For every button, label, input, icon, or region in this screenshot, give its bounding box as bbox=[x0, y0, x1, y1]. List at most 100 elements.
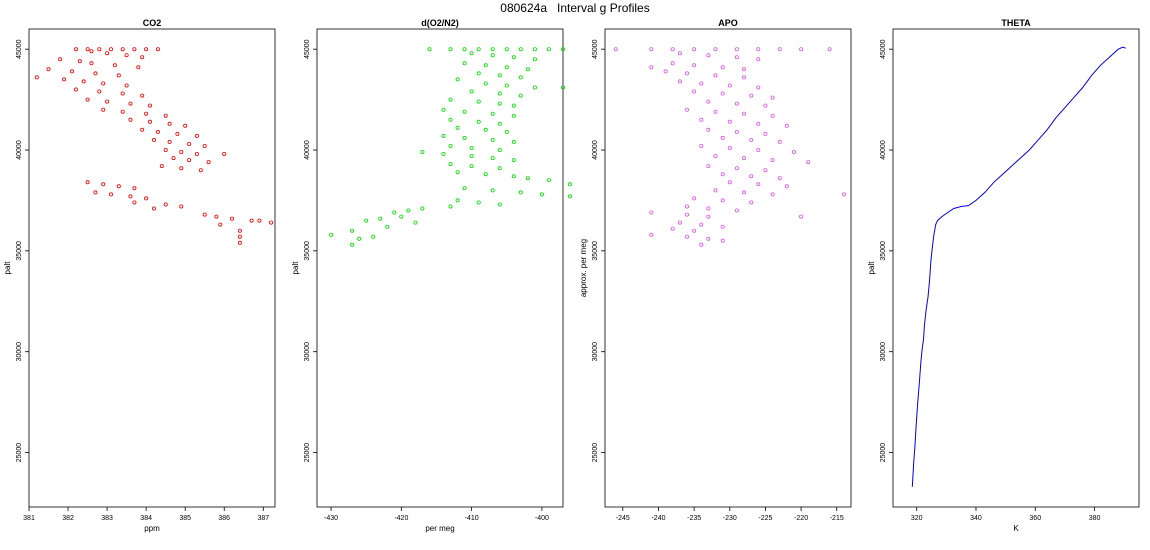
data-point bbox=[770, 95, 775, 100]
data-point bbox=[518, 75, 523, 80]
data-point bbox=[237, 228, 242, 233]
x-axis-label: K bbox=[1013, 524, 1019, 533]
series-line bbox=[911, 46, 1126, 487]
data-point bbox=[706, 127, 711, 132]
x-tick-label: -420 bbox=[394, 515, 408, 522]
data-point bbox=[222, 151, 227, 156]
data-point bbox=[699, 222, 704, 227]
data-point bbox=[120, 109, 125, 114]
chart-title: APO bbox=[718, 18, 738, 28]
x-tick-label: 360 bbox=[1029, 515, 1041, 522]
data-point bbox=[511, 174, 516, 179]
data-point bbox=[124, 53, 129, 58]
data-point bbox=[155, 47, 160, 52]
data-point bbox=[720, 238, 725, 243]
data-point bbox=[749, 137, 754, 142]
data-point bbox=[455, 125, 460, 130]
data-point bbox=[497, 101, 502, 106]
data-point bbox=[462, 61, 467, 66]
data-point bbox=[756, 121, 761, 126]
data-point bbox=[109, 192, 114, 197]
data-point bbox=[62, 77, 67, 82]
chart-panel-1: CO2 381 382 383 384 385 386 387 25000 30000 35000 4… bbox=[3, 18, 276, 533]
data-point bbox=[427, 47, 432, 52]
x-tick-label: 380 bbox=[1089, 515, 1101, 522]
data-point bbox=[89, 49, 94, 54]
x-tick-label: 387 bbox=[257, 515, 269, 522]
data-point bbox=[151, 137, 156, 142]
data-point bbox=[183, 123, 188, 128]
data-point bbox=[756, 85, 761, 90]
data-point bbox=[97, 47, 102, 52]
data-point bbox=[46, 67, 51, 72]
data-point bbox=[364, 218, 369, 223]
data-point bbox=[525, 67, 530, 72]
data-point bbox=[483, 127, 488, 132]
data-point bbox=[742, 111, 747, 116]
data-point bbox=[490, 156, 495, 161]
data-point bbox=[476, 119, 481, 124]
data-point bbox=[663, 69, 668, 74]
data-point bbox=[511, 139, 516, 144]
data-point bbox=[756, 147, 761, 152]
data-point bbox=[120, 91, 125, 96]
data-point bbox=[128, 117, 133, 122]
data-point bbox=[441, 107, 446, 112]
data-point bbox=[73, 47, 78, 52]
data-point bbox=[841, 192, 846, 197]
data-point bbox=[511, 55, 516, 60]
data-point bbox=[101, 107, 106, 112]
data-point bbox=[749, 174, 754, 179]
data-point bbox=[70, 69, 75, 74]
data-point bbox=[532, 47, 537, 52]
data-point bbox=[692, 228, 697, 233]
x-tick-label: 382 bbox=[62, 515, 74, 522]
data-point bbox=[720, 91, 725, 96]
data-point bbox=[448, 117, 453, 122]
data-point bbox=[699, 117, 704, 122]
data-point bbox=[699, 143, 704, 148]
y-tick-label: 35000 bbox=[880, 241, 887, 261]
x-tick-label: -240 bbox=[651, 515, 665, 522]
data-point bbox=[511, 103, 516, 108]
y-tick-label: 45000 bbox=[304, 39, 311, 59]
data-point bbox=[649, 232, 654, 237]
data-point bbox=[770, 158, 775, 163]
data-point bbox=[706, 236, 711, 241]
y-axis-label: palt bbox=[3, 261, 12, 275]
data-point bbox=[699, 242, 704, 247]
data-point bbox=[546, 47, 551, 52]
data-point bbox=[206, 160, 211, 165]
data-point bbox=[692, 89, 697, 94]
data-point bbox=[827, 47, 832, 52]
data-point bbox=[81, 79, 86, 84]
data-point bbox=[385, 224, 390, 229]
data-point bbox=[350, 228, 355, 233]
y-axis-label: approx. per meg bbox=[579, 239, 588, 297]
data-point bbox=[155, 129, 160, 134]
x-tick-label: -225 bbox=[758, 515, 772, 522]
x-tick-label: -235 bbox=[687, 515, 701, 522]
data-point bbox=[561, 85, 566, 90]
data-point bbox=[483, 63, 488, 68]
data-point bbox=[58, 57, 63, 62]
chart-panel-2: d(O2/N2) -430 -420 -410 -400 25000 30000 35000 4… bbox=[291, 18, 573, 533]
data-point bbox=[187, 141, 192, 146]
y-axis-label: palt bbox=[291, 261, 300, 275]
data-point bbox=[685, 212, 690, 217]
data-point bbox=[734, 166, 739, 171]
data-point bbox=[561, 47, 566, 52]
y-tick-label: 25000 bbox=[16, 443, 23, 463]
x-tick-label: 383 bbox=[101, 515, 113, 522]
chart-panel-4: THETA 320 340 360 380 25000 30000 35000 40000 450… bbox=[867, 18, 1140, 533]
data-point bbox=[187, 158, 192, 163]
data-point bbox=[202, 212, 207, 217]
data-point bbox=[455, 198, 460, 203]
data-point bbox=[649, 47, 654, 52]
y-tick-label: 45000 bbox=[880, 39, 887, 59]
data-point bbox=[179, 149, 184, 154]
data-point bbox=[85, 180, 90, 185]
data-point bbox=[511, 113, 516, 118]
y-tick-label: 40000 bbox=[880, 140, 887, 160]
data-point bbox=[784, 184, 789, 189]
